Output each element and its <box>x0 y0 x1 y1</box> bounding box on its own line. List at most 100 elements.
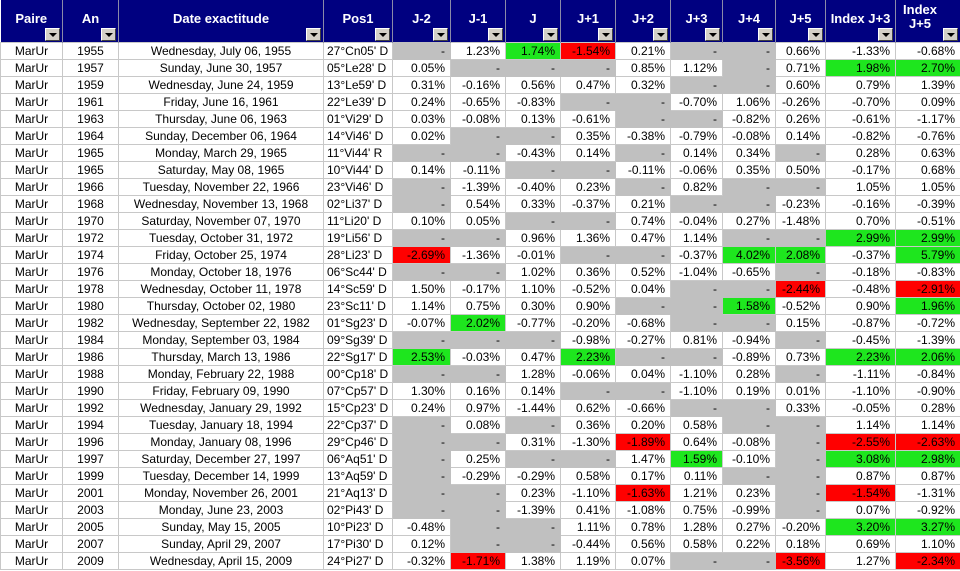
cell-j-minus-2[interactable]: - <box>392 467 451 485</box>
cell-index-j3[interactable]: -1.54% <box>825 484 896 502</box>
cell-j[interactable]: - <box>505 331 561 349</box>
cell-an[interactable]: 1990 <box>62 382 119 400</box>
cell-j-plus-4[interactable]: -0.08% <box>722 433 776 451</box>
cell-j-plus-2[interactable]: - <box>615 382 671 400</box>
cell-j-minus-2[interactable]: - <box>392 501 451 519</box>
cell-j[interactable]: -0.29% <box>505 467 561 485</box>
cell-j-minus-2[interactable]: - <box>392 229 451 247</box>
cell-index-j3[interactable]: 1.27% <box>825 552 896 570</box>
cell-j-minus-1[interactable]: -0.65% <box>450 93 506 111</box>
cell-j-minus-2[interactable]: - <box>392 433 451 451</box>
cell-an[interactable]: 2003 <box>62 501 119 519</box>
cell-j-plus-1[interactable]: - <box>560 246 616 264</box>
cell-j-minus-2[interactable]: 0.24% <box>392 93 451 111</box>
cell-j[interactable]: - <box>505 161 561 179</box>
cell-index-j3[interactable]: -0.16% <box>825 195 896 213</box>
filter-dropdown-button[interactable] <box>433 28 448 41</box>
cell-an[interactable]: 1970 <box>62 212 119 230</box>
cell-j-plus-1[interactable]: -0.52% <box>560 280 616 298</box>
cell-date[interactable]: Sunday, December 06, 1964 <box>118 127 324 145</box>
cell-j-plus-2[interactable]: - <box>615 348 671 366</box>
cell-date[interactable]: Saturday, November 07, 1970 <box>118 212 324 230</box>
cell-j-plus-1[interactable]: - <box>560 93 616 111</box>
cell-j-plus-5[interactable]: - <box>775 501 826 519</box>
cell-index-j5[interactable]: 2.98% <box>895 450 960 468</box>
cell-an[interactable]: 2005 <box>62 518 119 536</box>
cell-j-plus-5[interactable]: - <box>775 365 826 383</box>
cell-pos1[interactable]: 22°Sg17' D <box>323 348 393 366</box>
cell-paire[interactable]: MarUr <box>0 76 63 94</box>
cell-j-plus-3[interactable]: - <box>670 110 723 128</box>
cell-j-plus-2[interactable]: 0.32% <box>615 76 671 94</box>
cell-pos1[interactable]: 01°Sg23' D <box>323 314 393 332</box>
cell-paire[interactable]: MarUr <box>0 110 63 128</box>
cell-j-minus-1[interactable]: 1.23% <box>450 42 506 60</box>
cell-an[interactable]: 1961 <box>62 93 119 111</box>
cell-paire[interactable]: MarUr <box>0 297 63 315</box>
cell-index-j3[interactable]: 0.70% <box>825 212 896 230</box>
cell-j-plus-5[interactable]: 2.08% <box>775 246 826 264</box>
cell-j-plus-3[interactable]: 0.14% <box>670 144 723 162</box>
cell-j-minus-2[interactable]: 0.24% <box>392 399 451 417</box>
cell-an[interactable]: 1965 <box>62 144 119 162</box>
cell-j-minus-2[interactable]: - <box>392 484 451 502</box>
cell-an[interactable]: 1964 <box>62 127 119 145</box>
cell-j[interactable]: 1.28% <box>505 365 561 383</box>
cell-j[interactable]: - <box>505 212 561 230</box>
cell-j-plus-5[interactable]: 0.01% <box>775 382 826 400</box>
cell-an[interactable]: 1959 <box>62 76 119 94</box>
cell-index-j3[interactable]: -1.33% <box>825 42 896 60</box>
cell-j-minus-2[interactable]: 0.05% <box>392 59 451 77</box>
cell-j-minus-1[interactable]: -1.71% <box>450 552 506 570</box>
cell-j-plus-3[interactable]: 1.14% <box>670 229 723 247</box>
cell-j-plus-4[interactable]: -0.82% <box>722 110 776 128</box>
cell-j-plus-1[interactable]: - <box>560 212 616 230</box>
cell-j-plus-5[interactable]: 0.66% <box>775 42 826 60</box>
cell-paire[interactable]: MarUr <box>0 59 63 77</box>
cell-j-plus-2[interactable]: 1.47% <box>615 450 671 468</box>
cell-j-minus-1[interactable]: 0.08% <box>450 416 506 434</box>
cell-index-j3[interactable]: -0.45% <box>825 331 896 349</box>
cell-pos1[interactable]: 01°Vi29' D <box>323 110 393 128</box>
cell-j-plus-5[interactable]: - <box>775 450 826 468</box>
cell-index-j5[interactable]: 0.87% <box>895 467 960 485</box>
cell-j-plus-5[interactable]: - <box>775 484 826 502</box>
cell-j-plus-5[interactable]: -3.56% <box>775 552 826 570</box>
cell-j-plus-2[interactable]: - <box>615 93 671 111</box>
cell-paire[interactable]: MarUr <box>0 263 63 281</box>
cell-j-plus-4[interactable]: 0.28% <box>722 365 776 383</box>
cell-index-j5[interactable]: 0.09% <box>895 93 960 111</box>
cell-j-plus-5[interactable]: - <box>775 416 826 434</box>
cell-j[interactable]: 1.10% <box>505 280 561 298</box>
cell-j-plus-2[interactable]: -1.63% <box>615 484 671 502</box>
cell-date[interactable]: Wednesday, June 24, 1959 <box>118 76 324 94</box>
cell-index-j5[interactable]: 1.39% <box>895 76 960 94</box>
cell-an[interactable]: 1997 <box>62 450 119 468</box>
cell-j-plus-3[interactable]: - <box>670 195 723 213</box>
filter-dropdown-button[interactable] <box>375 28 390 41</box>
cell-pos1[interactable]: 10°Vi44' D <box>323 161 393 179</box>
cell-paire[interactable]: MarUr <box>0 518 63 536</box>
cell-j-minus-2[interactable]: 1.50% <box>392 280 451 298</box>
cell-j-plus-4[interactable]: 0.27% <box>722 518 776 536</box>
cell-index-j3[interactable]: -0.18% <box>825 263 896 281</box>
cell-j-minus-2[interactable]: 0.14% <box>392 161 451 179</box>
cell-j-minus-1[interactable]: - <box>450 365 506 383</box>
cell-index-j5[interactable]: 2.06% <box>895 348 960 366</box>
cell-pos1[interactable]: 22°Le39' D <box>323 93 393 111</box>
cell-j-plus-1[interactable]: 0.36% <box>560 263 616 281</box>
cell-an[interactable]: 1968 <box>62 195 119 213</box>
cell-j-plus-1[interactable]: - <box>560 382 616 400</box>
cell-pos1[interactable]: 15°Cp23' D <box>323 399 393 417</box>
cell-j-minus-1[interactable]: 0.75% <box>450 297 506 315</box>
filter-dropdown-button[interactable] <box>705 28 720 41</box>
cell-j-minus-2[interactable]: 0.02% <box>392 127 451 145</box>
cell-j-plus-1[interactable]: 1.36% <box>560 229 616 247</box>
cell-j-plus-4[interactable]: 0.35% <box>722 161 776 179</box>
cell-j-minus-2[interactable]: 0.31% <box>392 76 451 94</box>
cell-j-minus-2[interactable]: -2.69% <box>392 246 451 264</box>
cell-pos1[interactable]: 11°Vi44' R <box>323 144 393 162</box>
cell-j-plus-3[interactable]: -0.06% <box>670 161 723 179</box>
cell-j-plus-3[interactable]: - <box>670 399 723 417</box>
cell-index-j5[interactable]: -0.68% <box>895 42 960 60</box>
